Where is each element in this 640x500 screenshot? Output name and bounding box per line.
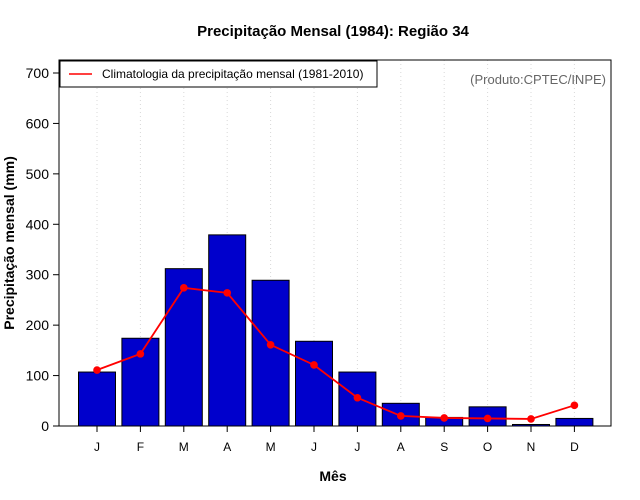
x-tick-label-2: M [179,440,189,454]
y-axis-label: Precipitação mensal (mm) [1,156,17,330]
x-tick-label-3: A [223,440,231,454]
x-tick-label-0: J [94,440,100,454]
x-tick-label-5: J [311,440,317,454]
chart-title: Precipitação Mensal (1984): Região 34 [197,23,469,40]
bar-11 [555,417,594,427]
x-tick-label-4: M [266,440,276,454]
climatology-series [93,284,579,423]
legend-entry-climatology: Climatologia da precipitação mensal (198… [102,67,363,81]
y-tick-label-7: 700 [26,65,50,81]
x-tick-label-9: O [483,440,492,454]
credit-annotation: (Produto:CPTEC/INPE) [470,72,606,87]
y-tick-label-3: 300 [26,267,50,283]
bar-2 [164,268,203,427]
y-tick-label-6: 600 [26,115,50,131]
climatology-point-3 [223,289,231,297]
y-tick-label-5: 500 [26,166,50,182]
climatology-point-2 [180,284,188,292]
x-tick-label-11: D [570,440,579,454]
bar-3 [208,234,247,427]
climatology-point-5 [310,361,318,369]
x-tick-label-10: N [527,440,536,454]
climatology-point-10 [527,415,535,423]
y-axis: 0 100 200 300 400 500 600 700 [26,65,59,434]
climatology-point-7 [397,412,405,420]
bar-4 [251,279,290,427]
legend-box [59,60,378,88]
x-tick-label-1: F [137,440,144,454]
legend: Climatologia da precipitação mensal (198… [59,60,378,88]
climatology-point-8 [440,414,449,422]
x-axis-label: Mês [319,468,346,484]
x-tick-label-7: A [397,440,405,454]
climatology-point-4 [266,341,275,349]
y-tick-label-0: 0 [41,418,49,434]
x-tick-label-8: S [440,440,448,454]
plot-frame [58,59,612,427]
bar-5 [295,340,333,427]
climatology-line [96,286,575,420]
climatology-point-1 [136,350,145,358]
y-tick-label-4: 400 [26,216,50,232]
climatology-point-0 [93,366,101,374]
y-tick-label-1: 100 [26,368,50,384]
bar-0 [78,371,116,427]
climatology-point-9 [483,414,492,423]
climatology-point-6 [353,393,362,402]
climatology-point-11 [570,401,579,410]
x-tick-label-6: J [354,440,360,454]
y-tick-label-2: 200 [26,317,50,333]
